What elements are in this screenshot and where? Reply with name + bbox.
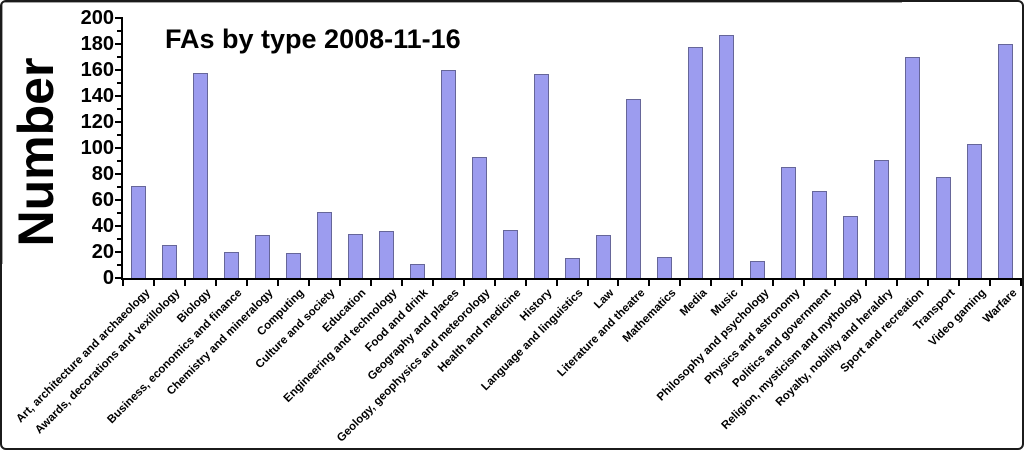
- y-axis-tick-label: 120: [80, 111, 114, 133]
- bar-video-gaming: [967, 144, 983, 278]
- plot-right-border: [2, 3, 3, 264]
- bar-history: [533, 74, 549, 278]
- bar-engineering-and-technology: [378, 231, 394, 278]
- x-axis-tick: [214, 280, 217, 286]
- gridline-200: [2, 2, 902, 3]
- x-axis-tick: [803, 280, 806, 286]
- y-major-tick: [115, 147, 122, 149]
- y-minor-tick: [117, 264, 122, 266]
- y-minor-tick: [117, 30, 122, 32]
- bar-geology-geophysics-and-meteorology: [471, 157, 487, 278]
- x-axis-tick: [122, 280, 124, 286]
- y-minor-tick: [117, 82, 122, 84]
- bar-royalty-nobility-and-heraldry: [874, 160, 890, 278]
- bar-food-and-drink: [409, 264, 425, 278]
- bar-geography-and-places: [440, 70, 456, 278]
- x-axis-tick: [710, 280, 713, 286]
- bar-sport-and-recreation: [905, 57, 921, 278]
- x-axis-tick: [183, 280, 186, 286]
- bar-media: [688, 47, 704, 278]
- bar-religion-mysticism-and-mythology: [843, 216, 859, 278]
- bar-politics-and-government: [812, 191, 828, 278]
- y-minor-tick: [117, 134, 122, 136]
- y-minor-tick: [117, 212, 122, 214]
- y-axis-tick-label: 200: [80, 7, 114, 29]
- y-axis-tick-label: 100: [80, 137, 114, 159]
- y-major-tick: [115, 17, 122, 19]
- plot-area: [123, 18, 1021, 278]
- y-major-tick: [115, 251, 122, 253]
- y-axis-line: [121, 17, 123, 280]
- bar-warfare: [998, 44, 1013, 278]
- y-minor-tick: [117, 160, 122, 162]
- chart-title: FAs by type 2008-11-16: [165, 24, 461, 54]
- bar-mathematics: [657, 257, 673, 278]
- bar-culture-and-society: [316, 212, 332, 278]
- x-axis-tick: [927, 280, 930, 286]
- x-axis-tick: [679, 280, 682, 286]
- x-axis-tick: [648, 280, 651, 286]
- y-axis-tick-label: 160: [80, 59, 114, 81]
- y-minor-tick: [117, 56, 122, 58]
- x-axis-tick: [462, 280, 465, 286]
- x-axis-tick: [989, 280, 991, 286]
- bar-transport: [936, 177, 952, 278]
- bar-education: [347, 234, 363, 278]
- x-axis-tick: [307, 280, 310, 286]
- x-axis-tick: [865, 280, 868, 286]
- bar-philosophy-and-psychology: [750, 261, 766, 278]
- y-axis-tick-label: 140: [80, 85, 114, 107]
- y-axis-tick-label: 40: [91, 215, 114, 237]
- x-axis-line: [121, 278, 1022, 280]
- x-axis-tick: [369, 280, 372, 286]
- x-axis-tick: [493, 280, 496, 286]
- x-axis-tick: [896, 280, 899, 286]
- bar-awards-decorations-and-vexillology: [161, 245, 177, 278]
- x-axis-tick: [276, 280, 279, 286]
- x-axis-tick: [153, 280, 155, 286]
- x-axis-tick: [400, 280, 403, 286]
- bar-health-and-medicine: [502, 230, 518, 278]
- y-major-tick: [115, 69, 122, 71]
- x-axis-tick: [338, 280, 341, 286]
- y-axis-tick-label: 20: [91, 241, 114, 263]
- bar-chemistry-and-mineralogy: [254, 235, 270, 278]
- y-major-tick: [115, 95, 122, 97]
- bar-music: [719, 35, 735, 278]
- x-axis-tick: [586, 280, 589, 286]
- y-minor-tick: [117, 186, 122, 188]
- y-major-tick: [115, 43, 122, 45]
- x-axis-tick: [245, 280, 248, 286]
- y-major-tick: [115, 199, 122, 201]
- x-axis-tick: [555, 280, 558, 286]
- bar-computing: [285, 253, 301, 278]
- x-axis-tick: [431, 280, 434, 286]
- x-axis-tick: [741, 280, 744, 286]
- y-axis-tick-label: 60: [91, 189, 114, 211]
- y-axis-tick-label: 80: [91, 163, 114, 185]
- x-axis-tick: [1020, 280, 1022, 286]
- bar-language-and-linguistics: [564, 258, 580, 278]
- y-major-tick: [115, 121, 122, 123]
- y-minor-tick: [117, 108, 122, 110]
- bar-physics-and-astronomy: [781, 167, 797, 278]
- y-major-tick: [115, 277, 122, 279]
- x-axis-tick: [958, 280, 961, 286]
- bar-art-architecture-and-archaeology: [131, 186, 146, 278]
- x-axis-tick: [524, 280, 527, 286]
- bar-biology: [192, 73, 208, 278]
- y-axis-tick-label: 180: [80, 33, 114, 55]
- x-axis-tick: [834, 280, 837, 286]
- x-axis-tick: [772, 280, 775, 286]
- bar-business-economics-and-finance: [223, 252, 239, 278]
- y-axis-tick-label: 0: [102, 267, 114, 289]
- y-major-tick: [115, 225, 122, 227]
- bar-law: [595, 235, 611, 278]
- bar-literature-and-theatre: [626, 99, 642, 278]
- x-axis-tick: [617, 280, 620, 286]
- y-major-tick: [115, 173, 122, 175]
- y-minor-tick: [117, 238, 122, 240]
